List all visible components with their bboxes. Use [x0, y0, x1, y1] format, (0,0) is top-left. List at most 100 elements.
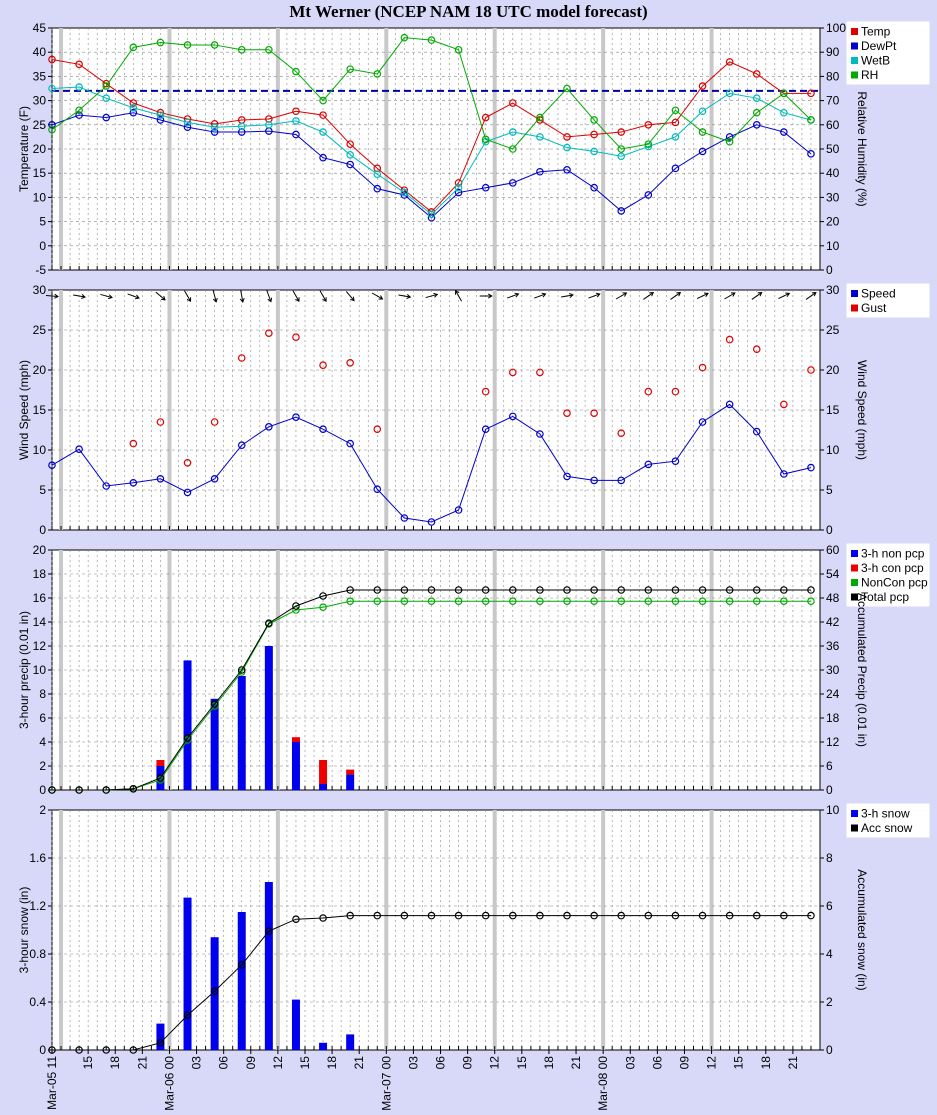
wind-arrow-shaft [506, 293, 519, 299]
y-tick-label: 25 [33, 323, 47, 337]
point-total-pcp [292, 602, 300, 610]
wind-arrow-shaft [292, 290, 300, 302]
y2-tick-label: 42 [826, 615, 840, 629]
point-dewpt [752, 121, 761, 129]
day-separator [384, 810, 389, 1050]
x-tick-label: 18 [542, 1056, 556, 1070]
wind-arrow-head [649, 292, 655, 297]
point-noncon-pcp [481, 597, 490, 606]
y2-tick-label: 10 [826, 803, 840, 817]
y2-tick-label: 40 [826, 166, 840, 180]
point-acc-snow [156, 1039, 165, 1047]
point-acc-snow [536, 911, 544, 920]
wind-arrow-shaft [184, 290, 191, 302]
point-temp [671, 118, 680, 127]
wind-arrow-head [757, 292, 763, 297]
point-total-pcp [644, 586, 653, 594]
point-noncon-pcp [346, 597, 354, 606]
wind-arrow-head [622, 292, 628, 297]
point-dewpt [292, 130, 300, 139]
point-temp [156, 108, 165, 117]
point-rh [319, 96, 327, 105]
day-separator [167, 810, 172, 1050]
wind-arrow-head [295, 297, 300, 303]
legend-swatch [851, 824, 858, 832]
point-temp [807, 89, 815, 98]
y2-tick-label: 0 [826, 263, 833, 277]
wind-arrow-head [54, 293, 59, 299]
wind-arrow-head [455, 289, 460, 295]
point-total-pcp [129, 784, 138, 793]
point-gust [265, 329, 273, 338]
point-acc-snow [725, 911, 734, 920]
point-gust [183, 458, 192, 467]
point-total-pcp [346, 586, 354, 594]
day-separator [275, 28, 280, 270]
legend-swatch [851, 290, 858, 297]
legend-label: 3-h non pcp [861, 547, 925, 561]
point-noncon-pcp [671, 597, 680, 606]
day-separator [492, 28, 497, 270]
wind-arrow-shaft [805, 292, 817, 300]
wind-arrow [184, 290, 192, 303]
wind-arrow-head [160, 295, 166, 301]
bar-3-h-non-pcp [264, 646, 273, 790]
wind-arrow [155, 291, 166, 301]
point-acc-snow [698, 911, 707, 920]
point-wetb [617, 152, 626, 161]
point-speed [508, 412, 517, 421]
bar-3-h-con-pcp [291, 737, 300, 742]
wind-arrow [425, 292, 439, 299]
bar-3-h-snow [210, 937, 219, 1050]
point-speed [102, 482, 111, 490]
x-tick-label: Mar-06 00 [162, 1056, 176, 1111]
point-dewpt [210, 128, 219, 136]
point-total-pcp [590, 586, 598, 594]
point-rh [129, 43, 138, 52]
point-dewpt [481, 183, 490, 192]
wind-arrow-head [322, 297, 327, 303]
point-rh [183, 41, 192, 49]
legend-label: RH [861, 68, 878, 82]
y-tick-label: -5 [35, 263, 46, 277]
point-total-pcp [508, 586, 517, 594]
wind-arrow [588, 292, 601, 299]
point-total-pcp [210, 700, 219, 708]
y-tick-label: 16 [33, 591, 47, 605]
y-tick-label: 15 [33, 403, 47, 417]
point-gust [780, 400, 788, 409]
y-tick-label: 30 [33, 283, 47, 297]
point-gust [373, 425, 382, 434]
series-line-temp [51, 58, 811, 213]
point-rh [265, 45, 273, 54]
wind-arrow-shaft [371, 292, 383, 300]
y2-tick-label: 30 [826, 663, 840, 677]
point-noncon-pcp [590, 597, 598, 606]
point-wetb [48, 84, 56, 93]
y-tick-label: 0 [39, 239, 46, 253]
point-dewpt [454, 188, 463, 197]
point-dewpt [508, 179, 517, 187]
point-acc-snow [292, 915, 300, 924]
bar-3-h-non-pcp [346, 774, 355, 790]
panel-2 [45, 283, 930, 531]
legend-swatch [851, 304, 858, 312]
wind-arrow-head [811, 292, 817, 297]
x-tick-label: 18 [108, 1056, 122, 1070]
y-tick-label: 8 [39, 687, 46, 701]
y2-axis-label: Wind Speed (mph) [855, 360, 869, 460]
point-acc-snow [481, 911, 490, 920]
point-speed [373, 485, 382, 494]
x-tick-label: 06 [650, 1056, 664, 1070]
x-tick-label: 06 [434, 1056, 448, 1070]
y-tick-label: 0 [39, 783, 46, 797]
point-temp [698, 82, 707, 90]
wind-arrow [751, 292, 763, 300]
point-temp [48, 55, 56, 64]
y2-axis-label: Accumulated Precip (0.01 in) [855, 593, 869, 747]
point-rh [508, 145, 517, 153]
point-acc-snow [454, 911, 463, 920]
point-wetb [671, 133, 680, 141]
wind-arrow-shaft [751, 292, 762, 300]
point-wetb [210, 123, 219, 132]
